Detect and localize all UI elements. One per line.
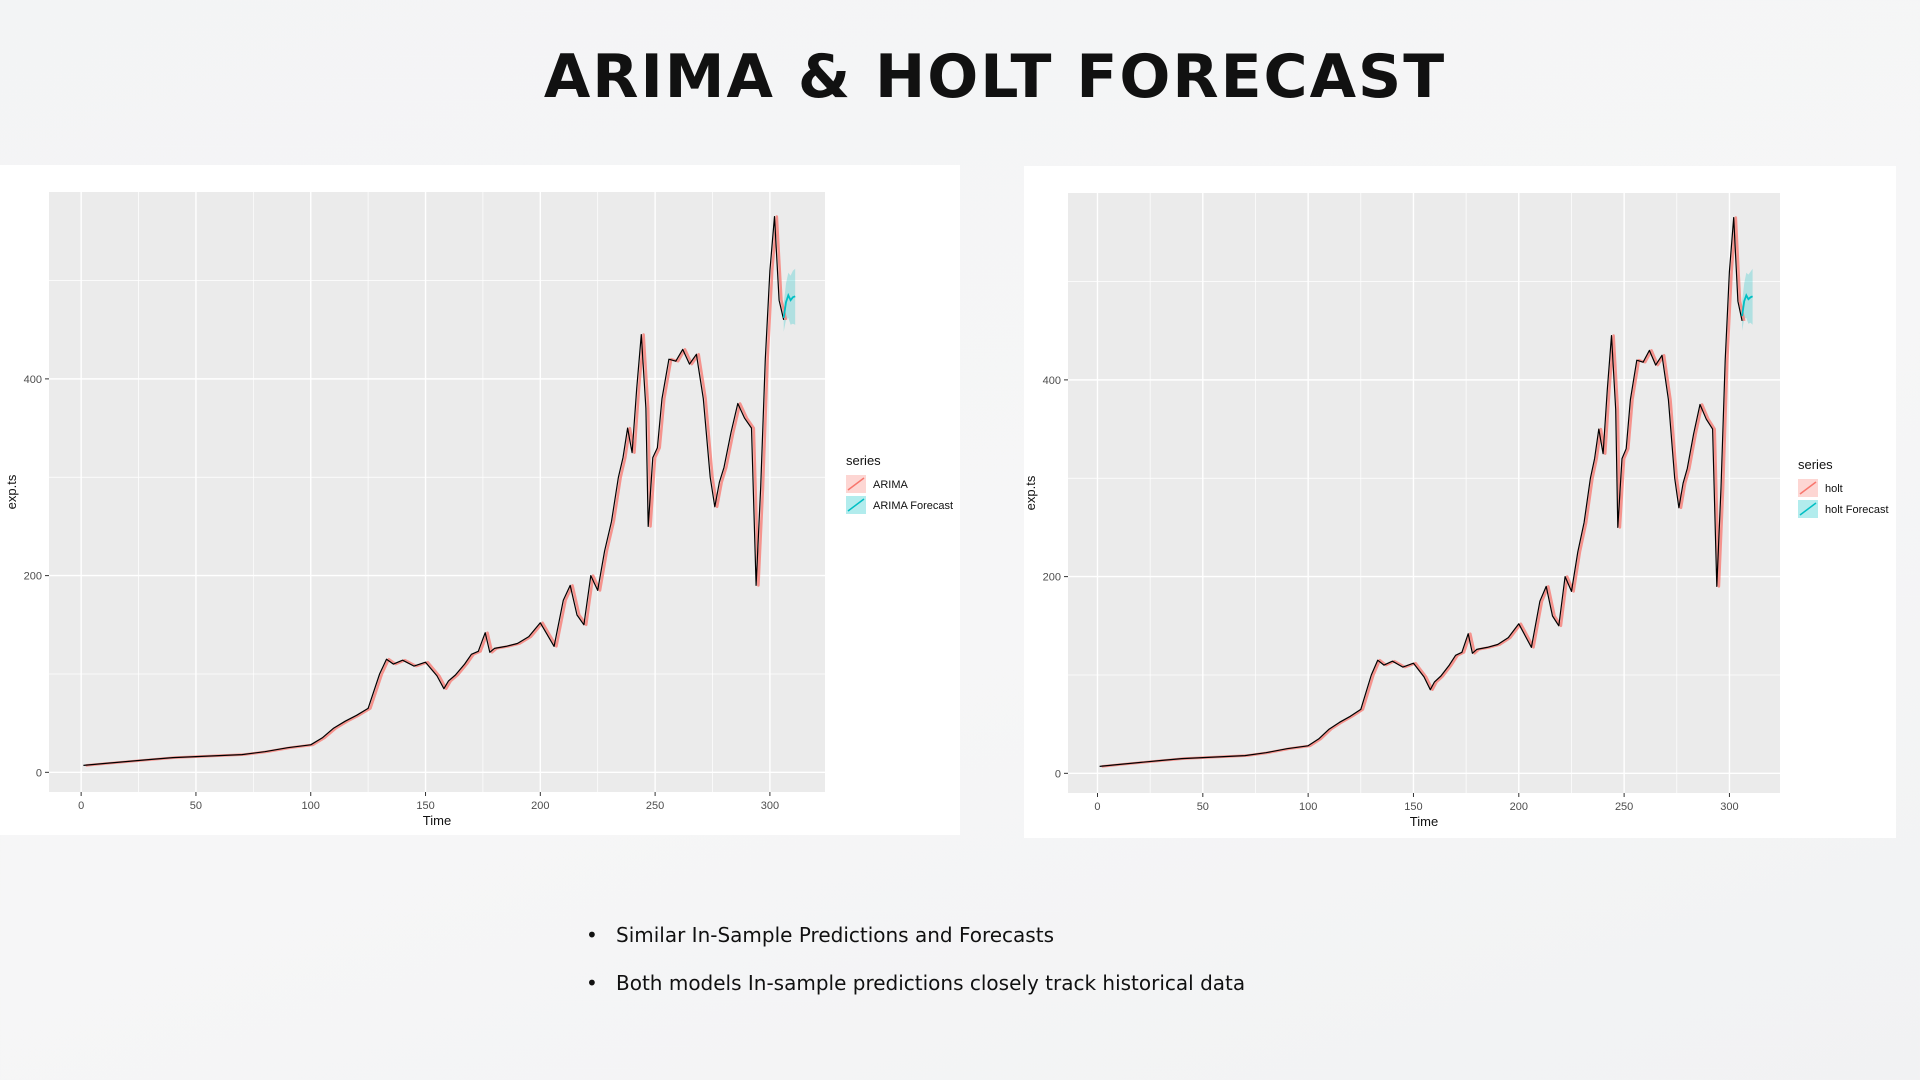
legend-key-line: [847, 498, 865, 512]
x-tick-label: 0: [1094, 801, 1100, 813]
y-axis-label: exp.ts: [4, 474, 19, 509]
arima-fitted-line: [85, 215, 788, 767]
bullet-dot-icon: •: [586, 923, 598, 947]
y-axis-label: exp.ts: [1024, 475, 1038, 510]
plot-background: [49, 192, 825, 792]
actual-series-line: [1099, 217, 1743, 767]
x-tick-label: 200: [531, 800, 549, 812]
y-tick-label: 400: [24, 374, 42, 386]
arima-forecast-line: [782, 292, 796, 319]
forecast-interval-band: [783, 268, 796, 332]
slide-title: ARIMA & HOLT FORECAST: [543, 42, 1447, 112]
legend-entry-label: ARIMA Forecast: [873, 500, 953, 512]
x-tick-label: 250: [646, 800, 664, 812]
bullet-item: • Similar In-Sample Predictions and Fore…: [580, 918, 1245, 966]
legend-key-line: [1799, 502, 1817, 516]
x-tick-label: 300: [1720, 801, 1738, 813]
legend-key-line: [847, 477, 865, 491]
holt-fitted-line: [1101, 216, 1746, 768]
x-tick-label: 300: [761, 800, 779, 812]
legend-entry-label: holt: [1825, 483, 1843, 495]
y-tick-label: 0: [1055, 768, 1061, 780]
y-tick-label: 200: [1043, 572, 1061, 584]
x-tick-label: 200: [1510, 801, 1528, 813]
arima-chart-panel: 0 50 100 150 200 250 300 0 200 400 Time exp.ts serie…: [0, 165, 960, 835]
legend-title: series: [1798, 457, 1833, 472]
bullet-list: • Similar In-Sample Predictions and Fore…: [580, 918, 1245, 1014]
x-tick-label: 0: [78, 800, 84, 812]
x-axis-label: Time: [423, 813, 451, 828]
x-tick-label: 50: [1197, 801, 1209, 813]
plot-background: [1068, 193, 1780, 793]
legend-key-line: [1799, 481, 1817, 495]
bullet-text: Both models In-sample predictions closel…: [616, 971, 1246, 995]
legend-entry-label: holt Forecast: [1825, 504, 1889, 516]
y-tick-label: 400: [1043, 375, 1061, 387]
arima-forecast-chart: 0 50 100 150 200 250 300 0 200 400 Time exp.ts serie…: [4, 192, 953, 828]
forecast-interval-band: [1742, 268, 1753, 331]
x-tick-label: 100: [302, 800, 320, 812]
x-tick-label: 250: [1615, 801, 1633, 813]
bullet-text: Similar In-Sample Predictions and Foreca…: [616, 923, 1054, 947]
holt-forecast-line: [1741, 293, 1753, 317]
bullet-dot-icon: •: [586, 971, 598, 995]
y-tick-label: 0: [36, 767, 42, 779]
holt-chart-panel: 0 50 100 150 200 250 300 0 200 400 Time exp.ts serie…: [1024, 166, 1896, 838]
legend-title: series: [846, 453, 881, 468]
y-tick-label: 200: [24, 571, 42, 583]
holt-forecast-chart: 0 50 100 150 200 250 300 0 200 400 Time exp.ts serie…: [1024, 193, 1889, 829]
legend-entry-label: ARIMA: [873, 479, 909, 491]
x-axis-label: Time: [1410, 814, 1438, 829]
x-tick-label: 150: [1404, 801, 1422, 813]
x-tick-label: 100: [1299, 801, 1317, 813]
bullet-item: • Both models In-sample predictions clos…: [580, 966, 1245, 1014]
actual-series-line: [83, 216, 785, 766]
x-tick-label: 50: [190, 800, 202, 812]
x-tick-label: 150: [416, 800, 434, 812]
